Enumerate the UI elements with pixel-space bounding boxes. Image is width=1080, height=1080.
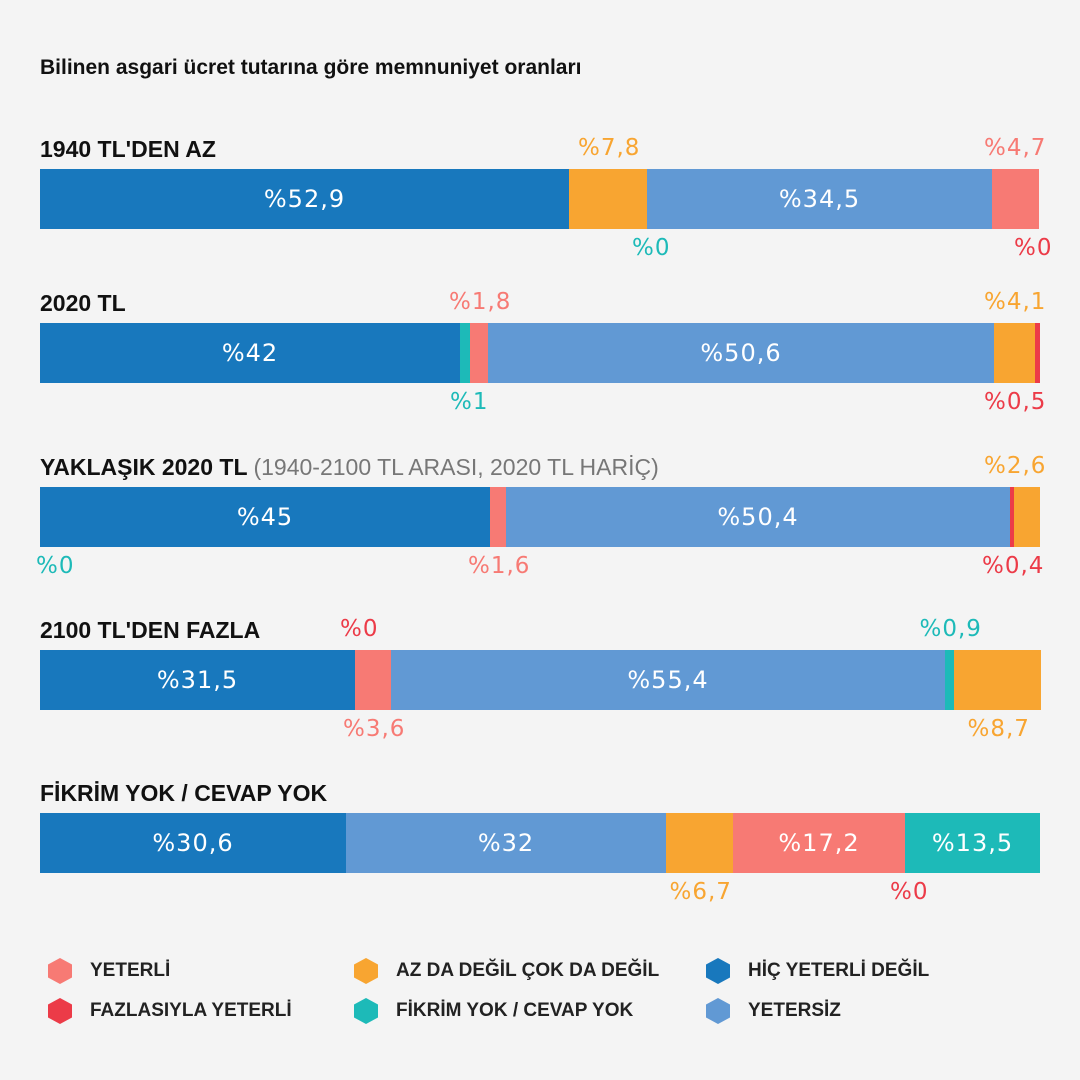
row-title-note: (1940-2100 TL ARASI, 2020 TL HARİÇ): [253, 454, 659, 480]
row-title-text: YAKLAŞIK 2020 TL: [40, 454, 248, 480]
legend-label: YETERSİZ: [748, 1000, 841, 1021]
data-label-yeterli: %1,8: [449, 289, 512, 315]
data-label-yeterli: %3,6: [343, 716, 406, 742]
bar-segment-az: [1014, 487, 1040, 547]
hexagon-icon: [48, 998, 72, 1024]
data-label-az: %4,1: [984, 289, 1047, 315]
bar-segment-hic: [40, 650, 355, 710]
bar-segment-fikrim: [460, 323, 470, 383]
bar-segment-yetersiz: [647, 169, 992, 229]
data-label-az: %8,7: [967, 716, 1030, 742]
data-label-az: %2,6: [984, 453, 1047, 479]
bar-segment-yeterli: [355, 650, 391, 710]
legend-item-az: AZ DA DEĞİL ÇOK DA DEĞİL: [354, 958, 659, 984]
bar-segment-yetersiz: [391, 650, 945, 710]
data-label-fikrim: %0,9: [919, 616, 982, 642]
bar-segment-hic: [40, 169, 569, 229]
data-label-yetersiz: %34,5: [778, 185, 861, 213]
chart-title: Bilinen asgari ücret tutarına göre memnu…: [40, 56, 582, 79]
data-label-fazla: %0,4: [982, 553, 1045, 579]
data-label-fazla: %0: [340, 616, 379, 642]
bar-segment-hic: [40, 813, 346, 873]
data-label-yetersiz: %50,4: [717, 503, 799, 531]
data-label-hic: %52,9: [263, 185, 346, 213]
stacked-bar: [40, 169, 1040, 229]
legend-label: AZ DA DEĞİL ÇOK DA DEĞİL: [396, 960, 660, 981]
row-title-text: 1940 TL'DEN AZ: [40, 136, 216, 162]
row-title-text: 2100 TL'DEN FAZLA: [40, 617, 261, 643]
row-title-text: FİKRİM YOK / CEVAP YOK: [40, 780, 328, 806]
bar-segment-yeterli: [470, 323, 488, 383]
row-title: 2100 TL'DEN FAZLA: [40, 617, 260, 644]
data-label-yetersiz: %55,4: [627, 666, 709, 694]
stacked-bar: [40, 813, 1040, 873]
bar-segment-yetersiz: [346, 813, 666, 873]
hexagon-icon: [354, 958, 378, 984]
data-label-fikrim: %0: [632, 235, 671, 261]
row-title: 1940 TL'DEN AZ: [40, 136, 216, 163]
data-label-fikrim: %13,5: [931, 829, 1014, 857]
bar-segment-yeterli: [733, 813, 905, 873]
data-label-fikrim: %1: [450, 389, 489, 415]
data-label-hic: %30,6: [152, 829, 234, 857]
bar-segment-yeterli: [490, 487, 506, 547]
hexagon-icon: [706, 998, 730, 1024]
data-label-az: %6,7: [669, 879, 732, 905]
bar-segment-az: [569, 169, 647, 229]
bar-segment-fikrim: [905, 813, 1040, 873]
row-title: YAKLAŞIK 2020 TL (1940-2100 TL ARASI, 20…: [40, 454, 659, 481]
data-label-fazla: %0: [1014, 235, 1053, 261]
legend-item-fazla: FAZLASIYLA YETERLİ: [48, 998, 292, 1024]
bar-segment-fikrim: [945, 650, 954, 710]
legend-label: FİKRİM YOK / CEVAP YOK: [396, 1000, 634, 1021]
data-label-fazla: %0: [890, 879, 929, 905]
data-label-hic: %45: [236, 503, 294, 531]
legend-label: FAZLASIYLA YETERLİ: [90, 1000, 292, 1021]
data-label-hic: %31,5: [156, 666, 239, 694]
data-label-az: %7,8: [578, 135, 641, 161]
bar-segment-yeterli: [992, 169, 1039, 229]
stacked-bar: [40, 487, 1040, 547]
bar-segment-hic: [40, 487, 490, 547]
data-label-yetersiz: %32: [477, 829, 535, 857]
stacked-bar: [40, 650, 1041, 710]
hexagon-icon: [354, 998, 378, 1024]
data-label-yeterli: %4,7: [984, 135, 1047, 161]
legend-label: YETERLİ: [90, 960, 171, 981]
legend-item-yetersiz: YETERSİZ: [706, 998, 841, 1024]
legend-item-hic: HİÇ YETERLİ DEĞİL: [706, 958, 929, 984]
bar-segment-hic: [40, 323, 460, 383]
row-title: 2020 TL: [40, 290, 126, 317]
bar-segment-yetersiz: [488, 323, 994, 383]
bar-segment-fazla: [1035, 323, 1040, 383]
data-label-fikrim: %0: [36, 553, 75, 579]
legend-item-fikrim: FİKRİM YOK / CEVAP YOK: [354, 998, 633, 1024]
data-label-yeterli: %1,6: [468, 553, 531, 579]
stacked-bar: [40, 323, 1040, 383]
row-title-text: 2020 TL: [40, 290, 126, 316]
data-label-yetersiz: %50,6: [700, 339, 782, 367]
data-label-hic: %42: [221, 339, 279, 367]
bar-segment-az: [994, 323, 1035, 383]
bar-segment-yetersiz: [506, 487, 1010, 547]
bar-segment-az: [666, 813, 733, 873]
bar-segment-az: [954, 650, 1041, 710]
legend-label: HİÇ YETERLİ DEĞİL: [748, 960, 930, 981]
hexagon-icon: [706, 958, 730, 984]
data-label-yeterli: %17,2: [778, 829, 860, 857]
hexagon-icon: [48, 958, 72, 984]
bar-segment-fazla: [1010, 487, 1014, 547]
data-label-fazla: %0,5: [984, 389, 1047, 415]
legend-item-yeterli: YETERLİ: [48, 958, 170, 984]
row-title: FİKRİM YOK / CEVAP YOK: [40, 780, 327, 807]
